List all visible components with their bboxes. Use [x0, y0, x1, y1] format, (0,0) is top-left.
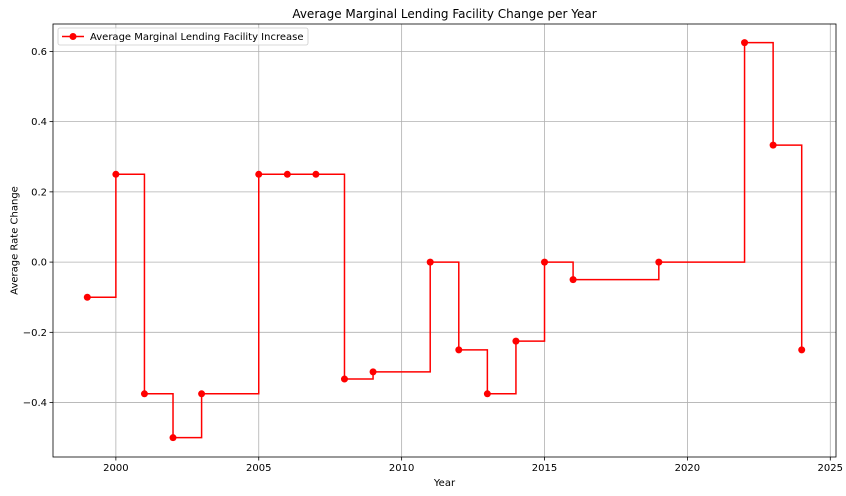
data-point — [369, 368, 377, 376]
x-tick-label: 2020 — [675, 463, 700, 474]
data-point — [455, 346, 463, 354]
legend-marker — [69, 33, 77, 40]
y-tick-label: 0.6 — [31, 47, 47, 58]
x-tick-label: 2000 — [103, 463, 128, 474]
x-tick-label: 2005 — [246, 463, 271, 474]
y-tick-label: 0.2 — [31, 187, 47, 198]
x-tick-label: 2025 — [818, 463, 843, 474]
data-point — [512, 337, 520, 345]
data-point — [169, 434, 177, 442]
y-axis: −0.4 −0.2 0.0 0.2 0.4 0.6 — [23, 47, 53, 409]
data-point — [140, 390, 148, 398]
data-point — [312, 170, 320, 178]
data-point — [198, 390, 206, 398]
x-axis-title: Year — [433, 478, 456, 489]
data-point — [83, 293, 91, 301]
grid — [53, 24, 836, 457]
data-point — [655, 258, 663, 266]
y-axis-title: Average Rate Change — [10, 186, 21, 295]
data-point — [483, 390, 491, 398]
x-tick-label: 2010 — [389, 463, 414, 474]
y-tick-label: 0.0 — [31, 258, 47, 269]
data-point — [112, 170, 120, 178]
data-point — [569, 276, 577, 284]
data-point — [741, 39, 749, 47]
series-line — [87, 41, 803, 439]
y-tick-label: −0.4 — [23, 398, 47, 409]
x-axis: 2000 2005 2010 2015 2020 2025 — [103, 457, 843, 474]
data-point — [255, 170, 263, 178]
legend-box — [57, 27, 309, 46]
chart-title: Average Marginal Lending Facility Change… — [292, 7, 596, 21]
plot-frame — [52, 23, 837, 458]
legend: Average Marginal Lending Facility Increa… — [57, 27, 309, 46]
series-layer — [83, 39, 806, 442]
x-tick-label: 2015 — [532, 463, 557, 474]
data-point — [283, 170, 291, 178]
data-point — [769, 141, 777, 149]
legend-label: Average Marginal Lending Facility Increa… — [90, 32, 304, 43]
y-tick-label: 0.4 — [31, 117, 47, 128]
data-point — [426, 258, 434, 266]
data-point — [340, 375, 348, 383]
data-point — [541, 258, 549, 266]
y-tick-label: −0.2 — [23, 328, 47, 339]
data-point — [798, 346, 806, 354]
